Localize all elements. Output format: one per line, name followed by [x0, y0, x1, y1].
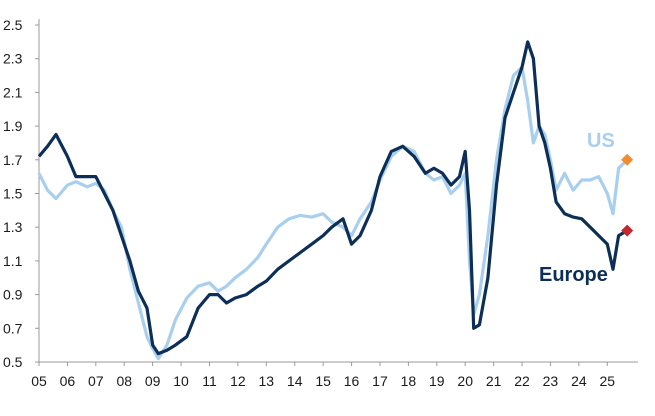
x-tick-label: 08: [116, 373, 132, 389]
x-tick-label: 16: [344, 373, 360, 389]
us-series-label: US: [587, 130, 615, 152]
us-series-line: [37, 65, 629, 361]
x-tick-label: 17: [372, 373, 388, 389]
y-tick-label: 1.7: [3, 152, 23, 168]
y-tick-label: 1.9: [3, 118, 23, 134]
europe-series-label: Europe: [539, 264, 608, 286]
y-tick-label: 1.1: [3, 253, 23, 269]
x-tick-label: 13: [259, 373, 275, 389]
x-tick-label: 14: [287, 373, 303, 389]
y-tick-label: 2.1: [3, 84, 23, 100]
europe-series-line: [37, 40, 629, 356]
us-end-marker: [621, 153, 634, 166]
y-tick-label: 2.5: [3, 17, 23, 33]
x-tick-label: 23: [543, 373, 559, 389]
x-tick-label: 24: [571, 373, 587, 389]
x-tick-label: 05: [31, 373, 47, 389]
y-tick-label: 1.3: [3, 219, 23, 235]
y-tick-label: 0.5: [3, 354, 23, 370]
y-tick-label: 2.3: [3, 51, 23, 67]
series-layer: [37, 40, 629, 361]
end-markers: [621, 153, 634, 237]
x-tick-label: 22: [514, 373, 530, 389]
y-tick-label: 0.7: [3, 320, 23, 336]
x-tick-label: 15: [315, 373, 331, 389]
x-tick-label: 09: [145, 373, 161, 389]
x-tick-label: 20: [457, 373, 473, 389]
x-tick-label: 25: [599, 373, 615, 389]
x-tick-label: 06: [60, 373, 76, 389]
x-tick-label: 12: [230, 373, 246, 389]
europe-end-marker: [621, 224, 634, 237]
x-tick-label: 21: [486, 373, 502, 389]
y-tick-label: 1.5: [3, 186, 23, 202]
y-axis: 0.5 0.7 0.9 1.1 1.3 1.5 1.7 1.9 2.1 2.3 2.5: [3, 17, 40, 370]
x-tick-label: 18: [401, 373, 417, 389]
x-axis: 05 06 07 08 09 10 11 12 13 14 15 16 17 18 19 20 21 22 23 24…: [31, 361, 638, 389]
x-tick-label: 11: [202, 373, 217, 389]
x-tick-label: 19: [429, 373, 445, 389]
y-tick-label: 0.9: [3, 287, 23, 303]
x-tick-label: 10: [173, 373, 189, 389]
x-tick-label: 07: [88, 373, 104, 389]
